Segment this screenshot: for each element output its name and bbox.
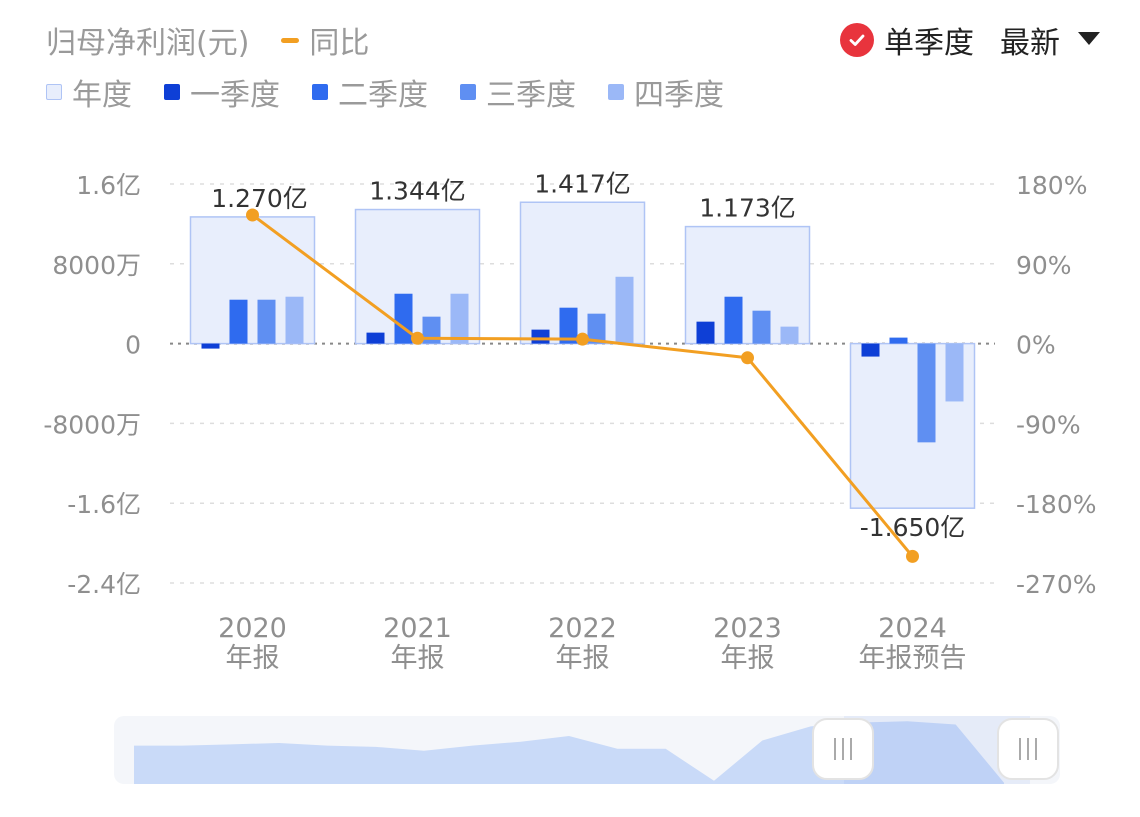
yoy-point <box>906 549 919 563</box>
chart-title: 归母净利润(元) <box>46 26 250 61</box>
yoy-point <box>576 332 589 346</box>
legend-swatch-q1 <box>164 84 180 100</box>
x-tick-label: 2021 <box>383 613 452 644</box>
x-tick-label: 年报 <box>721 643 775 674</box>
annual-value-label: 1.417亿 <box>534 169 631 198</box>
yoy-point <box>246 208 259 222</box>
legend-item-annual[interactable]: 年度 <box>46 70 132 114</box>
series-legend: 年度 一季度 二季度 三季度 四季度 <box>46 70 724 114</box>
legend-item-yoy[interactable]: 同比 <box>281 18 369 62</box>
quarter-bar <box>559 307 578 344</box>
quarter-bar <box>587 313 606 344</box>
legend-item-q2[interactable]: 二季度 <box>312 70 428 114</box>
single-quarter-label: 单季度 <box>884 26 974 61</box>
y-left-tick-label: 0 <box>125 331 141 360</box>
y-left-tick-label: -2.4亿 <box>67 570 141 599</box>
annual-value-label: 1.270亿 <box>211 184 308 213</box>
range-slider[interactable] <box>114 716 1060 784</box>
checkmark-icon <box>840 23 874 57</box>
quarter-bar <box>531 329 550 344</box>
quarter-bar <box>752 310 771 344</box>
x-tick-label: 年报预告 <box>859 643 967 674</box>
quarter-bar <box>945 343 964 402</box>
legend-label-q1: 一季度 <box>190 78 280 113</box>
period-dropdown-label: 最新 <box>1000 26 1060 61</box>
profit-chart: 1.6亿 8000万 0 -8000万 -1.6亿 -2.4亿 180% 90% 0% -90% -… <box>43 169 1097 674</box>
quarter-bar <box>696 321 715 344</box>
x-tick-label: 年报 <box>391 643 445 674</box>
legend-label-q4: 四季度 <box>634 78 724 113</box>
quarter-bar <box>724 296 743 344</box>
annual-value-label: -1.650亿 <box>860 513 966 542</box>
y-right-tick-label: 0% <box>1016 331 1056 360</box>
caret-down-icon <box>1078 31 1100 50</box>
quarter-bar <box>780 326 799 344</box>
quarter-bar <box>229 299 248 344</box>
quarter-bar <box>366 332 385 344</box>
legend-item-q4[interactable]: 四季度 <box>608 70 724 114</box>
chart-header: 归母净利润(元) 同比 单季度 最新 年度 一季度 <box>0 0 1140 120</box>
x-tick-label: 年报 <box>226 643 280 674</box>
single-quarter-toggle[interactable]: 单季度 <box>840 18 974 62</box>
y-left-tick-label: 8000万 <box>52 251 141 280</box>
legend-swatch-q2 <box>312 84 328 100</box>
y-right-tick-label: -270% <box>1016 570 1097 599</box>
quarter-bar <box>257 299 276 344</box>
y-right-tick-label: 180% <box>1016 171 1087 200</box>
x-tick-label: 2020 <box>218 613 287 644</box>
annual-bar <box>684 225 811 345</box>
title-row: 归母净利润(元) 同比 <box>46 18 369 62</box>
y-right-tick-label: -90% <box>1016 410 1081 439</box>
legend-item-q1[interactable]: 一季度 <box>164 70 280 114</box>
legend-label-q2: 二季度 <box>338 78 428 113</box>
yoy-line-swatch <box>281 37 300 43</box>
y-left-tick-label: -8000万 <box>43 410 141 439</box>
y-left-tick-label: 1.6亿 <box>76 171 141 200</box>
quarter-bar <box>285 296 304 344</box>
x-tick-label: 2022 <box>548 613 617 644</box>
yoy-point <box>411 331 424 345</box>
yoy-point <box>741 351 754 365</box>
y-right-tick-label: 90% <box>1016 251 1072 280</box>
y-left-tick-label: -1.6亿 <box>67 490 141 519</box>
chart-controls: 单季度 最新 <box>840 18 1100 62</box>
quarter-bar <box>394 293 413 344</box>
legend-item-q3[interactable]: 三季度 <box>460 70 576 114</box>
y-right-tick-label: -180% <box>1016 490 1097 519</box>
legend-label-annual: 年度 <box>72 78 132 113</box>
legend-swatch-annual <box>46 84 62 100</box>
slider-overview-area <box>134 721 1004 784</box>
quarter-bar <box>615 276 634 344</box>
quarter-bar <box>861 343 880 357</box>
legend-swatch-q4 <box>608 84 624 100</box>
x-tick-label: 2023 <box>713 613 782 644</box>
quarter-bar <box>201 343 220 349</box>
quarter-bar <box>917 343 936 443</box>
legend-label-yoy: 同比 <box>309 26 370 61</box>
quarter-bar <box>450 293 469 344</box>
x-tick-label: 年报 <box>556 643 610 674</box>
quarter-bar <box>889 337 908 344</box>
legend-label-q3: 三季度 <box>486 78 576 113</box>
x-tick-label: 2024 <box>878 613 947 644</box>
period-dropdown[interactable]: 最新 <box>1000 18 1100 62</box>
annual-value-label: 1.173亿 <box>699 194 796 223</box>
legend-swatch-q3 <box>460 84 476 100</box>
annual-value-label: 1.344亿 <box>369 177 466 206</box>
